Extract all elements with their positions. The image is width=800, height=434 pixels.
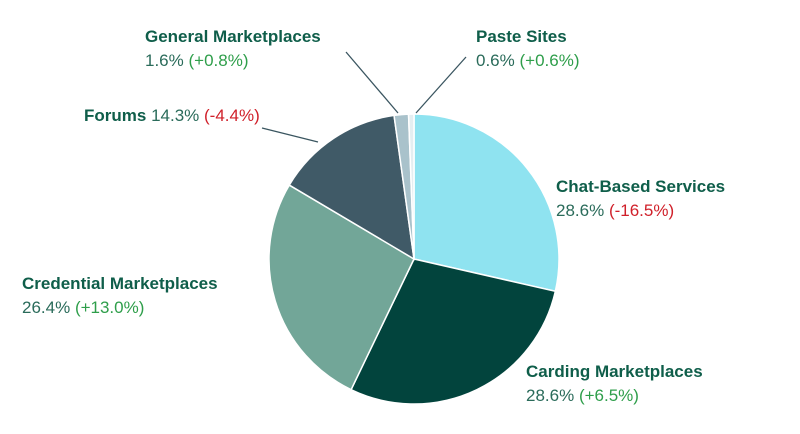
slice-name: Carding Marketplaces <box>526 362 703 381</box>
label-general-marketplaces: General Marketplaces 1.6% (+0.8%) <box>145 27 321 70</box>
leader-lines <box>261 51 467 143</box>
label-chat-based-services: Chat-Based Services 28.6% (-16.5%) <box>556 177 725 220</box>
slice-carding-marketplaces <box>350 258 557 405</box>
slice-change: (+13.0%) <box>75 298 144 317</box>
slice-chat-based-services <box>413 113 560 293</box>
slice-name: General Marketplaces <box>145 27 321 46</box>
slice-labels: Chat-Based Services 28.6% (-16.5%) Carding… <box>22 27 725 405</box>
slice-forums <box>288 114 415 261</box>
slice-value-line: 28.6% (+6.5%) <box>526 386 639 405</box>
slice-value: 0.6% <box>476 51 519 70</box>
slice-name: Chat-Based Services <box>556 177 725 196</box>
slice-value: 28.6% <box>526 386 579 405</box>
pie-slices <box>268 113 560 405</box>
slice-name: Credential Marketplaces <box>22 274 218 293</box>
label-paste-sites: Paste Sites 0.6% (+0.6%) <box>476 27 579 70</box>
slice-value-line: 1.6% (+0.8%) <box>145 51 248 70</box>
slice-label-text: Forums 14.3% (-4.4%) <box>84 106 260 125</box>
slice-change: (-4.4%) <box>204 106 260 125</box>
slice-value-line: 28.6% (-16.5%) <box>556 201 674 220</box>
label-credential-marketplaces: Credential Marketplaces 26.4% (+13.0%) <box>22 274 218 317</box>
slice-paste-sites <box>407 113 415 260</box>
slice-credential-marketplaces <box>268 184 415 391</box>
label-carding-marketplaces: Carding Marketplaces 28.6% (+6.5%) <box>526 362 703 405</box>
slice-change: (+0.8%) <box>188 51 248 70</box>
leader-line-paste-sites <box>415 56 467 114</box>
leader-line-general-marketplaces <box>345 51 399 114</box>
slice-name: Forums <box>84 106 146 125</box>
slice-change: (+0.6%) <box>519 51 579 70</box>
slice-change: (-16.5%) <box>609 201 674 220</box>
label-forums: Forums 14.3% (-4.4%) <box>84 106 260 125</box>
slice-value: 1.6% <box>145 51 188 70</box>
slice-value: 14.3% <box>146 106 204 125</box>
slice-value: 28.6% <box>556 201 609 220</box>
slice-value-line: 0.6% (+0.6%) <box>476 51 579 70</box>
slice-name: Paste Sites <box>476 27 567 46</box>
slice-value: 26.4% <box>22 298 75 317</box>
slice-change: (+6.5%) <box>579 386 639 405</box>
slice-value-line: 26.4% (+13.0%) <box>22 298 144 317</box>
leader-line-forums <box>261 127 319 143</box>
